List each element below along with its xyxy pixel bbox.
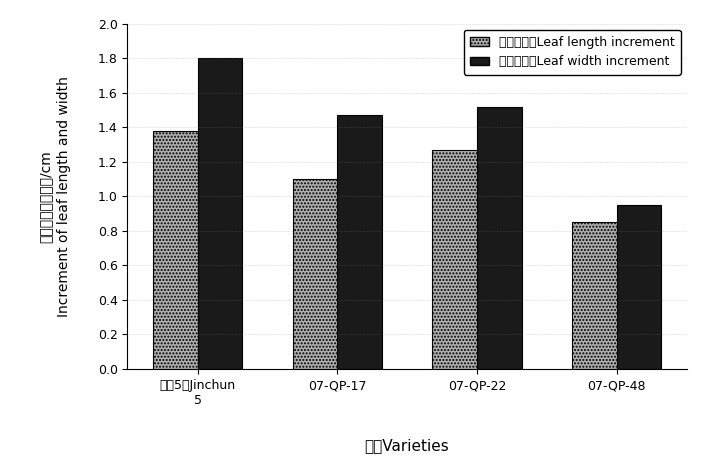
Text: 叶长和叶宽增长量/cm
Increment of leaf length and width: 叶长和叶宽增长量/cm Increment of leaf length and… — [38, 76, 71, 317]
Bar — [477, 106, 522, 369]
Bar — [337, 115, 382, 369]
Text: 品种Varieties: 品种Varieties — [365, 438, 450, 453]
Bar — [433, 149, 477, 369]
Bar — [292, 179, 337, 369]
Legend: 叶长增长量Leaf length increment, 叶宽增长量Leaf width increment: 叶长增长量Leaf length increment, 叶宽增长量Leaf wi… — [464, 30, 680, 75]
Bar — [572, 222, 617, 369]
Bar — [617, 205, 661, 369]
Bar — [198, 58, 242, 369]
Bar — [153, 131, 198, 369]
